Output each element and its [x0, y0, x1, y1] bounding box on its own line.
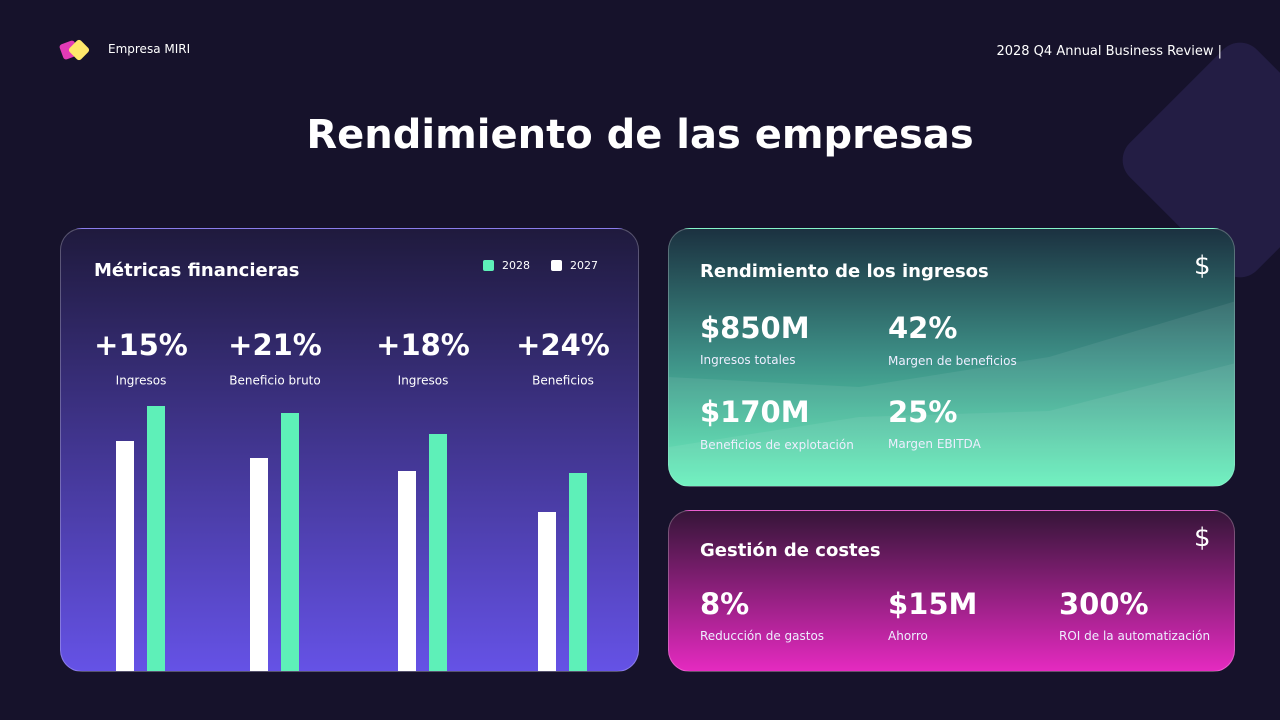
bar — [116, 441, 134, 671]
metric-value: $15M — [888, 587, 978, 621]
metric-label: Beneficios de explotación — [700, 438, 854, 452]
card-title: Rendimiento de los ingresos — [700, 261, 989, 282]
metric-label: Margen EBITDA — [888, 437, 981, 451]
metric-value: $850M — [700, 311, 810, 345]
icon: $ — [1194, 523, 1211, 553]
legend-swatch — [483, 260, 494, 271]
bar — [569, 473, 587, 671]
metric-value: $170M — [700, 395, 810, 429]
bar — [538, 512, 556, 671]
x-tick-label: Beneficios — [532, 374, 594, 388]
legend-label: 2028 — [502, 259, 530, 272]
metric-label: ROI de la automatización — [1059, 629, 1211, 643]
x-tick-label: Ingresos — [116, 374, 167, 388]
decor-lines — [669, 301, 1234, 486]
metric-value: 8% — [700, 587, 750, 621]
chart-title: Métricas financieras — [94, 260, 299, 281]
metric-value: 25% — [888, 395, 958, 429]
annotation: +24% — [516, 328, 610, 362]
costs-card: Gestión de costes $ 8% Reducción de gast… — [668, 510, 1235, 672]
chart: Métricas financieras 2028 2027 +15% Ingreso… — [94, 259, 610, 671]
bar — [398, 471, 416, 671]
logo — [59, 39, 90, 61]
bar — [250, 458, 268, 671]
icon: $ — [1194, 251, 1211, 281]
metric-label: Ingresos totales — [700, 353, 796, 367]
metric-label: Reducción de gastos — [700, 629, 825, 643]
annotation: +15% — [94, 328, 188, 362]
revenue-card: Rendimiento de los ingresos $ $850M Ingr… — [668, 228, 1235, 487]
annotation: +18% — [376, 328, 470, 362]
metric-value: 300% — [1059, 587, 1149, 621]
metric-label: Margen de beneficios — [888, 354, 1017, 368]
subtitle: 2028 Q4 Annual Business Review | — [996, 44, 1222, 59]
chart-card: Métricas financieras 2028 2027 +15% Ingreso… — [60, 228, 639, 672]
x-tick-label: Ingresos — [398, 374, 449, 388]
card-title: Gestión de costes — [700, 540, 881, 561]
bar — [429, 434, 447, 671]
legend-label: 2027 — [570, 259, 598, 272]
metric-label: Ahorro — [888, 629, 928, 643]
metric-value: 42% — [888, 311, 958, 345]
page-title: Rendimiento de las empresas — [306, 112, 974, 158]
brand: Empresa MIRI — [108, 42, 191, 56]
legend-swatch — [551, 260, 562, 271]
bar — [281, 413, 299, 671]
bar — [147, 406, 165, 671]
annotation: +21% — [228, 328, 322, 362]
x-tick-label: Beneficio bruto — [229, 374, 320, 388]
